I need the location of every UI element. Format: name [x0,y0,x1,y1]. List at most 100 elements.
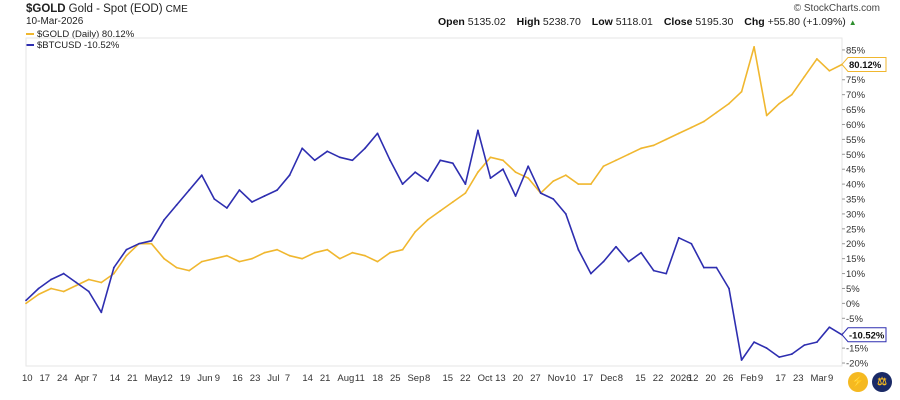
series-point-1 [477,129,479,132]
series-point-0 [188,269,191,272]
x-tick-label: 15 [443,373,454,384]
series-point-0 [652,144,655,147]
chart-date: 10-Mar-2026 [26,16,84,27]
close-label: Close [663,16,693,28]
series-point-1 [150,239,153,242]
series-point-0 [740,90,743,93]
series-point-1 [288,174,291,177]
y-tick-label: 50% [846,150,866,161]
series-point-0 [200,260,203,263]
lightning-icon[interactable]: ⚡ [848,372,868,392]
series-point-1 [389,159,391,162]
x-tick-label: Jun [197,373,212,384]
last-value-gold: 80.12% [849,60,882,71]
series-point-1 [728,287,730,290]
y-tick-label: -20% [846,359,869,370]
series-point-1 [426,180,429,183]
x-tick-label: 19 [180,373,191,384]
up-triangle-icon: ▲ [848,18,857,27]
series-point-1 [338,156,341,159]
series-point-1 [703,266,705,269]
legend-item-gold[interactable]: $GOLD (Daily) 80.12% [26,29,134,40]
y-tick-label: 30% [846,209,866,220]
series-point-1 [627,260,630,263]
scale-icon[interactable]: ⚖ [872,372,892,392]
series-point-0 [276,248,278,251]
series-point-1 [225,207,228,209]
x-tick-label: 17 [583,373,594,384]
series-point-0 [477,171,479,174]
series-point-1 [740,359,743,361]
series-point-1 [615,245,617,248]
series-point-0 [677,132,680,135]
open-value: 5135.02 [467,16,506,28]
series-point-1 [803,344,806,347]
brand-label[interactable]: © StockCharts.com [793,3,880,14]
x-tick-label: 9 [215,373,220,384]
series-point-0 [451,201,454,203]
x-tick-label: 22 [460,373,471,384]
y-tick-label: -15% [846,344,869,355]
series-point-1 [37,287,40,290]
x-tick-label: 21 [320,373,331,384]
x-tick-label: 7 [92,373,97,384]
series-point-0 [703,120,705,123]
series-point-1 [828,326,831,329]
series-point-1 [451,162,454,165]
series-point-0 [225,254,228,257]
x-tick-label: 15 [635,373,646,384]
series-point-1 [715,266,718,269]
x-tick-label: 27 [530,373,541,384]
y-tick-label: 85% [846,45,866,56]
legend-item-btc[interactable]: $BTCUSD -10.52% [26,40,134,51]
y-tick-label: 15% [846,254,866,265]
series-point-0 [627,153,630,156]
series-point-1 [652,269,655,272]
series-point-0 [376,260,379,263]
series-point-1 [188,189,191,191]
symbol-line: $GOLD Gold - Spot (EOD) CME [26,3,188,15]
y-tick-label: 20% [846,239,866,250]
series-point-1 [351,159,354,162]
series-point-1 [313,159,316,162]
series-point-1 [112,266,115,269]
x-tick-label: 14 [110,373,121,384]
series-point-0 [301,257,304,260]
legend: $GOLD (Daily) 80.12% $BTCUSD -10.52% [26,29,134,51]
series-point-0 [828,69,831,72]
series-point-1 [376,132,379,135]
series-point-1 [815,341,818,344]
x-tick-label: 16 [232,373,243,384]
series-point-1 [87,290,90,293]
series-line-0 [25,46,843,305]
series-point-0 [778,102,781,105]
series-point-0 [426,218,429,221]
series-point-0 [326,248,329,251]
series-point-0 [489,156,492,159]
series-point-0 [640,147,643,150]
x-tick-label: 8 [618,373,623,384]
series-point-1 [163,218,165,221]
series-point-1 [665,272,668,275]
y-tick-label: 45% [846,165,866,176]
series-point-1 [640,251,643,254]
series-point-0 [313,251,316,254]
x-tick-label: Feb [740,373,756,384]
y-tick-label: 55% [846,135,866,146]
series-point-1 [213,198,216,200]
x-tick-label: 24 [57,373,68,384]
low-value: 5118.01 [615,16,653,28]
x-tick-label: Dec [600,373,617,384]
series-point-0 [464,192,467,194]
series-point-0 [502,159,504,162]
y-tick-label: 5% [846,284,860,295]
y-tick-label: 0% [846,299,860,310]
high-label: High [516,16,540,28]
x-tick-label: 21 [127,373,138,384]
series-point-1 [690,242,693,245]
x-tick-label: 7 [285,373,290,384]
plot-frame [25,37,843,367]
series-point-0 [577,183,580,186]
series-point-0 [125,254,128,257]
